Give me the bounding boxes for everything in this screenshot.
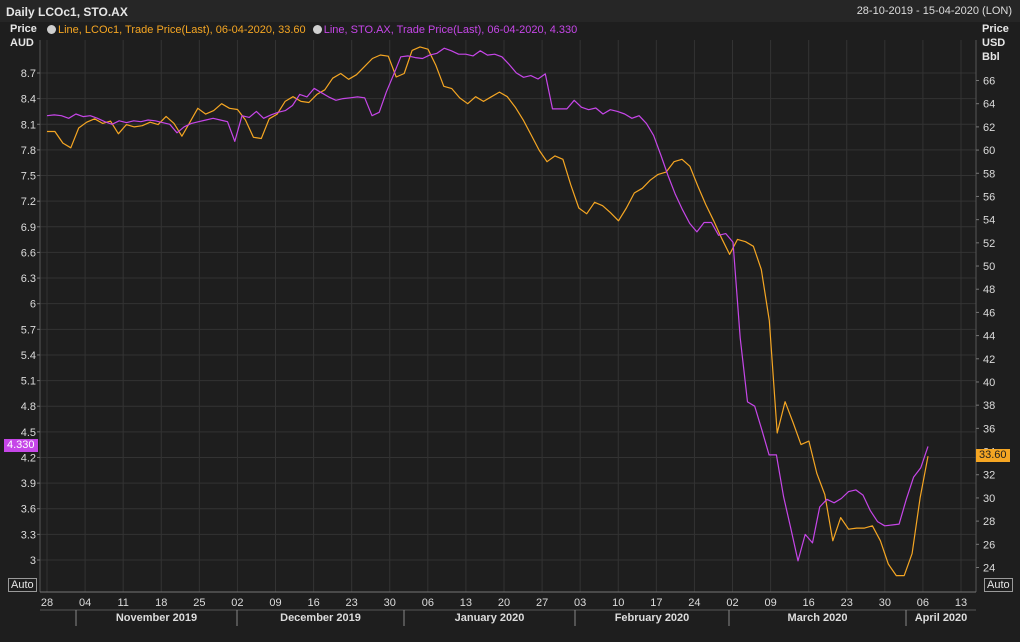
left-tick-label: 6 bbox=[30, 299, 36, 311]
legend-label-lcoc1: Line, LCOc1, Trade Price(Last), 06-04-20… bbox=[58, 24, 306, 36]
legend-item-lcoc1[interactable]: Line, LCOc1, Trade Price(Last), 06-04-20… bbox=[47, 22, 306, 38]
left-tick-label: 6.6 bbox=[21, 247, 36, 259]
x-tick-label: 28 bbox=[41, 597, 53, 609]
x-tick-label: 13 bbox=[955, 597, 967, 609]
left-auto-button[interactable]: Auto bbox=[8, 578, 37, 592]
right-axis-title-line1: Price bbox=[982, 23, 1009, 35]
x-tick-label: 23 bbox=[346, 597, 358, 609]
right-tick-label: 58 bbox=[983, 168, 995, 180]
left-tick-label: 8.7 bbox=[21, 68, 36, 80]
month-label: April 2020 bbox=[915, 612, 968, 624]
right-tick-label: 40 bbox=[983, 377, 995, 389]
clock-icon bbox=[312, 25, 322, 34]
left-tick-label: 4.5 bbox=[21, 427, 36, 439]
left-tick-label: 7.5 bbox=[21, 171, 36, 183]
left-axis-title-line1: Price bbox=[10, 23, 37, 35]
right-auto-button[interactable]: Auto bbox=[984, 578, 1013, 592]
right-tick-label: 38 bbox=[983, 400, 995, 412]
right-tick-label: 64 bbox=[983, 99, 995, 111]
x-tick-label: 17 bbox=[650, 597, 662, 609]
x-tick-label: 11 bbox=[117, 597, 128, 609]
right-tick-label: 26 bbox=[983, 539, 995, 551]
x-tick-label: 13 bbox=[460, 597, 472, 609]
left-tick-label: 5.1 bbox=[21, 376, 36, 388]
left-tick-label: 8.1 bbox=[21, 119, 36, 131]
x-tick-label: 18 bbox=[155, 597, 167, 609]
x-tick-label: 25 bbox=[193, 597, 205, 609]
right-tick-label: 66 bbox=[983, 76, 995, 88]
legend: Line, LCOc1, Trade Price(Last), 06-04-20… bbox=[47, 22, 581, 38]
month-label: December 2019 bbox=[280, 612, 361, 624]
left-tick-label: 3.9 bbox=[21, 478, 36, 490]
x-tick-label: 02 bbox=[231, 597, 243, 609]
chart-header: Daily LCOc1, STO.AX 28-10-2019 - 15-04-2… bbox=[0, 0, 1020, 22]
month-label: March 2020 bbox=[788, 612, 848, 624]
series-line-sto-ax bbox=[46, 47, 929, 562]
month-label: February 2020 bbox=[615, 612, 690, 624]
right-tick-label: 52 bbox=[983, 238, 995, 250]
x-tick-label: 09 bbox=[269, 597, 281, 609]
left-tick-label: 5.7 bbox=[21, 324, 36, 336]
right-tick-label: 54 bbox=[983, 215, 995, 227]
left-axis-title: Price AUD bbox=[10, 22, 37, 50]
right-tick-label: 36 bbox=[983, 423, 995, 435]
right-tick-label: 50 bbox=[983, 261, 995, 273]
x-tick-label: 03 bbox=[574, 597, 586, 609]
right-tick-label: 56 bbox=[983, 191, 995, 203]
clock-icon bbox=[47, 25, 56, 34]
x-tick-label: 23 bbox=[841, 597, 853, 609]
left-tick-label: 6.3 bbox=[21, 273, 36, 285]
left-tick-label: 3.6 bbox=[21, 504, 36, 516]
left-tick-label: 3.3 bbox=[21, 529, 36, 541]
left-tick-label: 7.8 bbox=[21, 145, 36, 157]
series-line-lcoc1 bbox=[47, 46, 929, 577]
x-tick-label: 10 bbox=[612, 597, 624, 609]
right-tick-label: 60 bbox=[983, 145, 995, 157]
left-tick-label: 8.4 bbox=[21, 94, 36, 106]
x-tick-label: 20 bbox=[498, 597, 510, 609]
legend-item-sto[interactable]: Line, STO.AX, Trade Price(Last), 06-04-2… bbox=[312, 22, 578, 38]
left-tick-label: 6.9 bbox=[21, 222, 36, 234]
left-tick-label: 4.2 bbox=[21, 452, 36, 464]
left-tick-label: 3 bbox=[30, 555, 36, 567]
month-label: November 2019 bbox=[116, 612, 197, 624]
x-tick-label: 04 bbox=[79, 597, 91, 609]
x-tick-label: 27 bbox=[536, 597, 548, 609]
x-tick-label: 02 bbox=[726, 597, 738, 609]
right-axis-title-line2: USD bbox=[982, 37, 1006, 49]
right-current-value-tag: 33.60 bbox=[976, 449, 1010, 463]
right-tick-label: 32 bbox=[983, 470, 995, 482]
right-tick-label: 28 bbox=[983, 516, 995, 528]
plot-area bbox=[40, 40, 976, 592]
right-tick-label: 30 bbox=[983, 493, 995, 505]
right-tick-label: 42 bbox=[983, 354, 995, 366]
right-tick-label: 46 bbox=[983, 307, 995, 319]
x-tick-label: 16 bbox=[803, 597, 815, 609]
right-tick-label: 48 bbox=[983, 284, 995, 296]
x-tick-label: 09 bbox=[764, 597, 776, 609]
right-axis-title-line3: Bbl bbox=[982, 51, 1000, 63]
left-tick-label: 4.8 bbox=[21, 401, 36, 413]
left-axis-title-line2: AUD bbox=[10, 37, 34, 49]
x-tick-label: 30 bbox=[384, 597, 396, 609]
right-axis-title: Price USD Bbl bbox=[982, 22, 1009, 64]
date-range: 28-10-2019 - 15-04-2020 (LON) bbox=[856, 5, 1012, 17]
x-tick-label: 30 bbox=[879, 597, 891, 609]
right-tick-label: 24 bbox=[983, 563, 995, 575]
right-tick-label: 44 bbox=[983, 331, 995, 343]
left-tick-label: 5.4 bbox=[21, 350, 36, 362]
right-tick-label: 62 bbox=[983, 122, 995, 134]
x-tick-label: 06 bbox=[422, 597, 434, 609]
x-tick-label: 24 bbox=[688, 597, 700, 609]
left-tick-label: 7.2 bbox=[21, 196, 36, 208]
left-current-value-tag: 4.330 bbox=[4, 439, 38, 453]
month-label: January 2020 bbox=[455, 612, 525, 624]
x-tick-label: 16 bbox=[307, 597, 319, 609]
legend-label-sto: Line, STO.AX, Trade Price(Last), 06-04-2… bbox=[323, 24, 578, 36]
chart-title: Daily LCOc1, STO.AX bbox=[6, 5, 128, 19]
x-tick-label: 06 bbox=[917, 597, 929, 609]
